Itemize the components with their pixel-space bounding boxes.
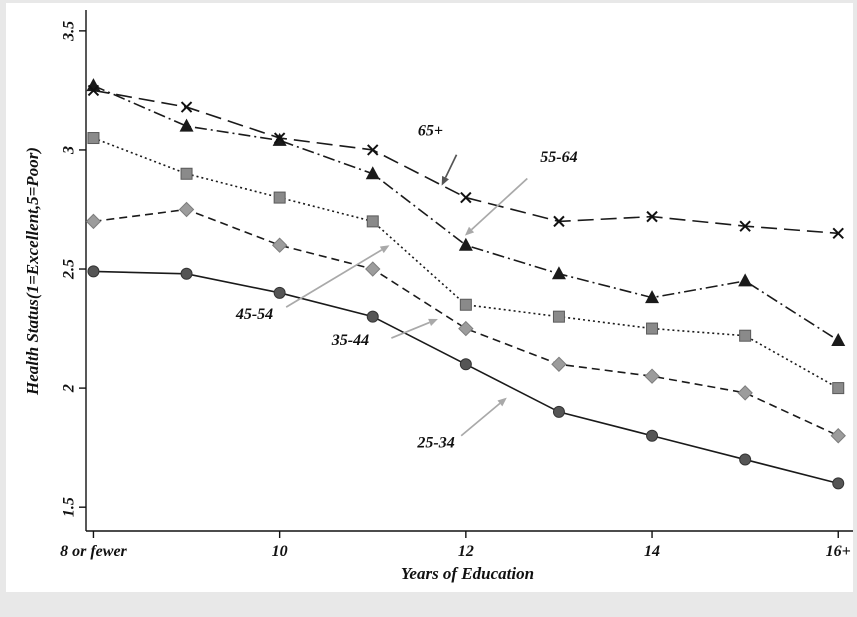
annotation-arrow-line (470, 177, 528, 231)
annotation-arrow-head (428, 318, 438, 326)
diamond-marker (271, 237, 288, 253)
diamond-marker (178, 201, 195, 218)
annotation-45-54: 45-54 (235, 245, 390, 323)
circle-marker (273, 286, 286, 299)
x-marker (180, 101, 193, 113)
series-line-35-44 (93, 208, 839, 437)
line-chart-canvas: 1.5 2 2.5 3 3.5 8 or fewer 10 12 14 16+ 65+ 55-64 45… (60, 10, 853, 560)
series-45-54 (87, 132, 845, 395)
series-35-44 (85, 201, 846, 444)
annotation-65+: 65+ (418, 123, 458, 186)
x-marker (646, 210, 658, 223)
series-65+ (87, 84, 844, 240)
triangle-marker (645, 290, 660, 304)
circle-marker (459, 358, 472, 371)
annotation-55-64: 55-64 (464, 149, 578, 236)
y-tick-label: 3.5 (61, 21, 78, 42)
square-marker (87, 132, 100, 145)
square-marker (459, 298, 472, 311)
x-axis-title: Years of Education (400, 564, 535, 583)
x-marker (87, 84, 100, 97)
x-marker (273, 132, 286, 144)
triangle-marker (179, 118, 194, 132)
y-tick-label: 3 (61, 146, 78, 155)
series-25-34 (87, 265, 845, 490)
series-line-45-54 (93, 137, 839, 389)
annotation-label: 25-34 (416, 435, 454, 452)
circle-marker (552, 405, 565, 418)
annotation-25-34: 25-34 (416, 397, 507, 452)
x-marker (739, 220, 751, 232)
annotation-label: 55-64 (540, 149, 577, 166)
annotation-label: 35-44 (331, 332, 369, 349)
annotation-arrow-head (441, 175, 449, 186)
diamond-marker (551, 356, 567, 372)
y-tick-label: 2.5 (61, 259, 78, 280)
x-tick-label: 14 (644, 543, 660, 560)
diamond-marker (644, 368, 660, 384)
diamond-marker (458, 320, 474, 337)
square-marker (366, 215, 379, 228)
annotation-arrow-head (379, 245, 390, 254)
x-tick-label: 16+ (826, 543, 851, 560)
square-marker (832, 382, 845, 395)
y-tick-label: 1.5 (61, 497, 78, 517)
x-tick-label: 12 (458, 543, 474, 560)
annotation-label: 65+ (418, 123, 443, 140)
annotation-arrow-head (497, 397, 507, 407)
chart-figure: Health Status(1=Excellent,5=Poor) 1.5 2 2.… (6, 3, 853, 592)
y-tick-label: 2 (61, 384, 78, 393)
triangle-marker (365, 166, 380, 180)
triangle-marker (831, 332, 846, 346)
annotation-arrow-line (460, 402, 501, 437)
circle-marker (180, 267, 193, 280)
square-marker (739, 329, 752, 342)
square-marker (646, 322, 659, 335)
diamond-marker (830, 428, 846, 444)
circle-marker (87, 265, 100, 278)
diamond-marker (737, 385, 753, 401)
x-marker (553, 215, 565, 228)
annotation-arrow-line (285, 249, 383, 308)
annotation-arrow-head (464, 226, 475, 236)
triangle-marker (458, 237, 473, 251)
annotation-arrow-line (444, 154, 458, 178)
square-marker (273, 191, 286, 204)
square-marker (180, 167, 193, 180)
triangle-marker (738, 273, 753, 287)
diamond-marker (85, 213, 102, 230)
x-marker (832, 227, 844, 240)
x-tick-label: 10 (272, 543, 288, 560)
circle-marker (832, 477, 845, 490)
triangle-marker (551, 266, 566, 280)
circle-marker (366, 310, 379, 323)
series-line-55-64 (93, 84, 839, 342)
x-tick-label: 8 or fewer (60, 543, 127, 560)
diamond-marker (365, 261, 381, 277)
annotation-arrow-line (391, 321, 430, 339)
annotation-35-44: 35-44 (331, 318, 438, 349)
x-marker (460, 191, 472, 204)
circle-marker (739, 453, 752, 466)
circle-marker (646, 429, 659, 442)
x-marker (367, 144, 379, 156)
series-line-65+ (93, 89, 839, 235)
annotation-label: 45-54 (235, 306, 273, 323)
square-marker (552, 310, 565, 323)
